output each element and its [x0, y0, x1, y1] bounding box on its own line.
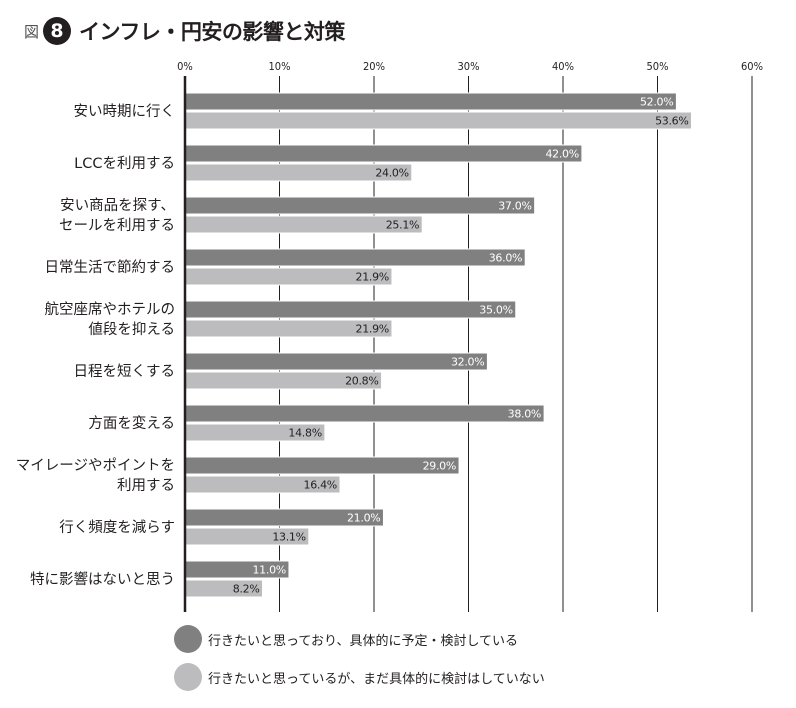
bar-series1 — [184, 300, 517, 319]
bar-series1 — [184, 144, 583, 163]
category-label: セールを利用する — [59, 217, 175, 234]
x-tick-label: 0% — [177, 60, 193, 73]
data-label-series1: 52.0% — [640, 96, 673, 109]
category-label: LCCを利用する — [74, 155, 175, 172]
category-label: 特に影響はないと思う — [30, 570, 175, 588]
data-label-series2: 21.9% — [356, 323, 389, 336]
data-label-series1: 36.0% — [489, 252, 522, 265]
x-tick-label: 10% — [269, 60, 291, 73]
legend-label-series1: 行きたいと思っており、具体的に予定・検討している — [208, 633, 519, 649]
data-label-series1: 29.0% — [423, 460, 456, 473]
bar-series1 — [184, 248, 526, 267]
x-tick-label: 20% — [363, 60, 385, 73]
x-tick-label: 50% — [647, 60, 669, 73]
legend: 行きたいと思っており、具体的に予定・検討している 行きたいと思っているが、まだ具… — [174, 620, 545, 696]
category-label: 安い時期に行く — [74, 103, 176, 120]
legend-item-series1: 行きたいと思っており、具体的に予定・検討している — [174, 620, 545, 658]
chart-title: インフレ・円安の影響と対策 — [79, 20, 345, 44]
category-label: 日常生活で節約する — [45, 258, 176, 276]
figure-header: 図 8 インフレ・円安の影響と対策 — [24, 14, 345, 48]
category-label: 値段を抑える — [88, 321, 175, 338]
data-label-series2: 13.1% — [272, 531, 305, 544]
data-label-series2: 16.4% — [304, 479, 337, 492]
legend-swatch-series1 — [174, 625, 202, 653]
data-label-series1: 21.0% — [347, 512, 380, 525]
category-label: マイレージやポイントを — [16, 457, 175, 474]
legend-item-series2: 行きたいと思っているが、まだ具体的に検討はしていない — [174, 658, 545, 696]
category-label: 安い商品を探す、 — [60, 197, 175, 214]
bar-series1 — [184, 456, 460, 475]
category-label: 行く頻度を減らす — [59, 519, 175, 536]
category-label: 日程を短くする — [74, 363, 176, 380]
figure-number-badge: 8 — [43, 17, 72, 45]
data-label-series2: 21.9% — [356, 271, 389, 284]
data-label-series1: 35.0% — [479, 304, 512, 317]
x-tick-label: 40% — [552, 60, 574, 73]
legend-swatch-series2 — [174, 663, 202, 691]
x-tick-label: 60% — [741, 60, 763, 73]
data-label-series2: 14.8% — [288, 427, 321, 440]
category-label: 利用する — [117, 477, 175, 494]
data-label-series2: 8.2% — [233, 583, 260, 596]
category-label: 航空座席やホテルの — [45, 301, 176, 318]
bar-series1 — [184, 196, 536, 215]
data-label-series1: 37.0% — [498, 200, 531, 213]
data-label-series2: 24.0% — [375, 167, 408, 180]
data-label-series2: 25.1% — [386, 219, 419, 232]
data-label-series1: 42.0% — [545, 148, 578, 161]
x-tick-label: 30% — [458, 60, 480, 73]
bar-chart: 0% 10% 20% 30% 40% 50% 60% 52.0% 53.6% 安い時期に行く 42.… — [16, 60, 763, 612]
bar-series1 — [184, 92, 677, 111]
bar-series1 — [184, 404, 545, 423]
data-label-series1: 38.0% — [508, 408, 541, 421]
legend-label-series2: 行きたいと思っているが、まだ具体的に検討はしていない — [208, 671, 545, 687]
data-label-series1: 32.0% — [451, 356, 484, 369]
data-label-series2: 20.8% — [345, 375, 378, 388]
bar-series2 — [184, 111, 693, 130]
category-label: 方面を変える — [88, 415, 175, 432]
data-label-series1: 11.0% — [252, 564, 285, 577]
bar-series1 — [184, 352, 488, 371]
data-label-series2: 53.6% — [655, 115, 688, 128]
figure-label: 図 — [24, 22, 40, 41]
